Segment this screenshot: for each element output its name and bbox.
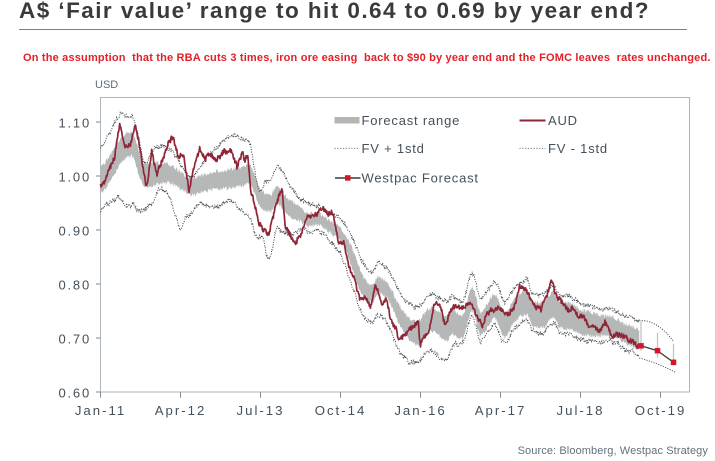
svg-text:Forecast range: Forecast range [362,113,461,128]
svg-text:0.70: 0.70 [58,332,91,347]
svg-text:Jan-11: Jan-11 [75,403,126,418]
svg-text:0.80: 0.80 [58,278,91,293]
svg-text:Jul-18: Jul-18 [557,403,605,418]
svg-text:1.10: 1.10 [58,116,91,131]
svg-text:Westpac Forecast: Westpac Forecast [362,171,479,186]
svg-text:1.00: 1.00 [58,170,91,185]
svg-text:USD: USD [95,79,118,91]
svg-text:0.90: 0.90 [58,224,91,239]
svg-text:Jan-16: Jan-16 [394,403,446,418]
svg-text:FV - 1std: FV - 1std [548,141,608,156]
svg-text:FV + 1std: FV + 1std [362,141,425,156]
svg-text:Oct-19: Oct-19 [635,403,687,418]
svg-text:Apr-12: Apr-12 [155,403,207,418]
svg-text:Oct-14: Oct-14 [315,403,367,418]
svg-text:AUD: AUD [548,113,578,128]
svg-text:Apr-17: Apr-17 [475,403,527,418]
svg-text:0.60: 0.60 [58,386,91,401]
svg-text:Jul-13: Jul-13 [237,403,285,418]
